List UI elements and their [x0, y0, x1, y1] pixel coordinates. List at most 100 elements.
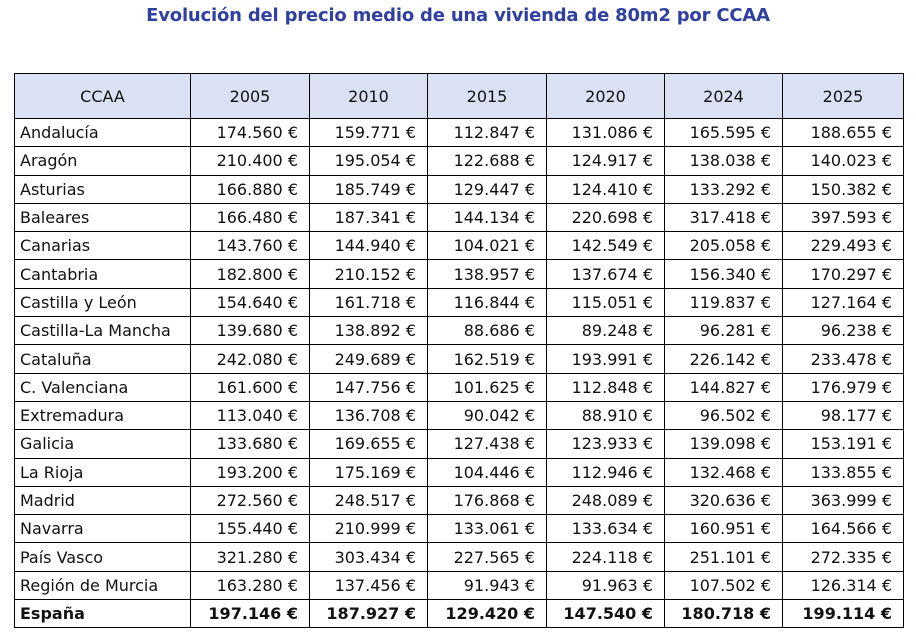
price-cell: 133.680 € — [190, 429, 310, 459]
price-cell: 129.420 € — [427, 599, 547, 629]
price-cell: 136.708 € — [309, 400, 428, 431]
price-cell: 185.749 € — [309, 174, 428, 204]
price-cell: 169.655 € — [309, 429, 428, 459]
price-cell: 98.177 € — [782, 400, 904, 431]
price-cell: 101.625 € — [427, 372, 547, 402]
price-cell: 242.080 € — [190, 344, 310, 374]
price-cell: 188.655 € — [782, 117, 904, 148]
price-cell: 210.999 € — [309, 514, 428, 544]
price-cell: 116.844 € — [427, 287, 547, 318]
price-cell: 88.910 € — [546, 400, 665, 431]
table-row: Baleares 166.480 €187.341 €144.134 €220.6… — [14, 202, 904, 233]
price-cell: 220.698 € — [546, 202, 665, 233]
region-name: Extremadura — [14, 400, 191, 431]
region-name: Aragón — [14, 146, 191, 176]
table-row: Cataluña 242.080 €249.689 €162.519 €193.9… — [14, 344, 904, 374]
column-header-year: 2025 — [782, 73, 904, 119]
table-row: Navarra 155.440 €210.999 €133.061 €133.63… — [14, 514, 904, 544]
price-cell: 165.595 € — [664, 117, 783, 148]
price-cell: 251.101 € — [664, 542, 783, 572]
price-cell: 162.519 € — [427, 344, 547, 374]
price-cell: 129.447 € — [427, 174, 547, 204]
price-cell: 104.446 € — [427, 457, 547, 487]
price-cell: 115.051 € — [546, 287, 665, 318]
price-cell: 119.837 € — [664, 287, 783, 318]
table-row: Asturias 166.880 €185.749 €129.447 €124.4… — [14, 174, 904, 204]
table-row: La Rioja 193.200 €175.169 €104.446 €112.9… — [14, 457, 904, 487]
price-cell: 224.118 € — [546, 542, 665, 572]
region-name: C. Valenciana — [14, 372, 191, 402]
table-row: Región de Murcia 163.280 €137.456 €91.943… — [14, 570, 904, 601]
price-cell: 138.892 € — [309, 316, 428, 346]
price-cell: 138.038 € — [664, 146, 783, 176]
table-row: País Vasco 321.280 €303.434 €227.565 €224… — [14, 542, 904, 572]
region-name: España — [14, 599, 191, 629]
price-cell: 122.688 € — [427, 146, 547, 176]
column-header-year: 2015 — [427, 73, 547, 119]
price-cell: 107.502 € — [664, 570, 783, 601]
page-title: Evolución del precio medio de una vivien… — [146, 5, 770, 26]
price-cell: 133.292 € — [664, 174, 783, 204]
price-cell: 96.238 € — [782, 316, 904, 346]
total-row: España 197.146 €187.927 €129.420 €147.540… — [14, 599, 904, 629]
price-cell: 163.280 € — [190, 570, 310, 601]
price-cell: 140.023 € — [782, 146, 904, 176]
price-cell: 91.963 € — [546, 570, 665, 601]
region-name: Cataluña — [14, 344, 191, 374]
price-cell: 226.142 € — [664, 344, 783, 374]
column-header-year: 2005 — [190, 73, 310, 119]
table-row: Canarias 143.760 €144.940 €104.021 €142.5… — [14, 231, 904, 261]
price-cell: 193.991 € — [546, 344, 665, 374]
price-cell: 96.281 € — [664, 316, 783, 346]
price-cell: 104.021 € — [427, 231, 547, 261]
region-name: Cantabria — [14, 259, 191, 289]
price-cell: 139.098 € — [664, 429, 783, 459]
price-cell: 139.680 € — [190, 316, 310, 346]
price-cell: 199.114 € — [782, 599, 904, 629]
price-cell: 133.855 € — [782, 457, 904, 487]
price-cell: 124.410 € — [546, 174, 665, 204]
price-cell: 112.848 € — [546, 372, 665, 402]
table-row: Cantabria 182.800 €210.152 €138.957 €137.… — [14, 259, 904, 289]
price-cell: 127.438 € — [427, 429, 547, 459]
table-row: Castilla-La Mancha 139.680 €138.892 €88.6… — [14, 316, 904, 346]
header-row: CCAA 2005 2010 2015 2020 2024 2025 — [14, 73, 904, 119]
price-cell: 126.314 € — [782, 570, 904, 601]
price-cell: 249.689 € — [309, 344, 428, 374]
price-cell: 180.718 € — [664, 599, 783, 629]
price-cell: 133.634 € — [546, 514, 665, 544]
price-cell: 124.917 € — [546, 146, 665, 176]
price-cell: 303.434 € — [309, 542, 428, 572]
price-cell: 210.152 € — [309, 259, 428, 289]
price-table: CCAA 2005 2010 2015 2020 2024 2025 Andalucía 17… — [14, 73, 904, 629]
price-cell: 137.456 € — [309, 570, 428, 601]
region-name: Canarias — [14, 231, 191, 261]
price-cell: 363.999 € — [782, 485, 904, 516]
price-cell: 147.540 € — [546, 599, 665, 629]
column-header-ccaa: CCAA — [14, 73, 191, 119]
price-cell: 138.957 € — [427, 259, 547, 289]
price-cell: 272.335 € — [782, 542, 904, 572]
price-cell: 161.718 € — [309, 287, 428, 318]
table-row: Galicia 133.680 €169.655 €127.438 €123.93… — [14, 429, 904, 459]
table-row: Madrid 272.560 €248.517 €176.868 €248.089… — [14, 485, 904, 516]
region-name: Baleares — [14, 202, 191, 233]
region-name: Castilla y León — [14, 287, 191, 318]
price-cell: 112.847 € — [427, 117, 547, 148]
price-cell: 131.086 € — [546, 117, 665, 148]
price-cell: 397.593 € — [782, 202, 904, 233]
column-header-year: 2020 — [546, 73, 665, 119]
region-name: La Rioja — [14, 457, 191, 487]
price-cell: 159.771 € — [309, 117, 428, 148]
price-cell: 248.517 € — [309, 485, 428, 516]
price-cell: 88.686 € — [427, 316, 547, 346]
price-cell: 156.340 € — [664, 259, 783, 289]
price-cell: 320.636 € — [664, 485, 783, 516]
price-cell: 150.382 € — [782, 174, 904, 204]
table-row: Castilla y León 154.640 €161.718 €116.844… — [14, 287, 904, 318]
region-name: Navarra — [14, 514, 191, 544]
price-cell: 142.549 € — [546, 231, 665, 261]
price-cell: 182.800 € — [190, 259, 310, 289]
price-cell: 144.134 € — [427, 202, 547, 233]
price-cell: 153.191 € — [782, 429, 904, 459]
